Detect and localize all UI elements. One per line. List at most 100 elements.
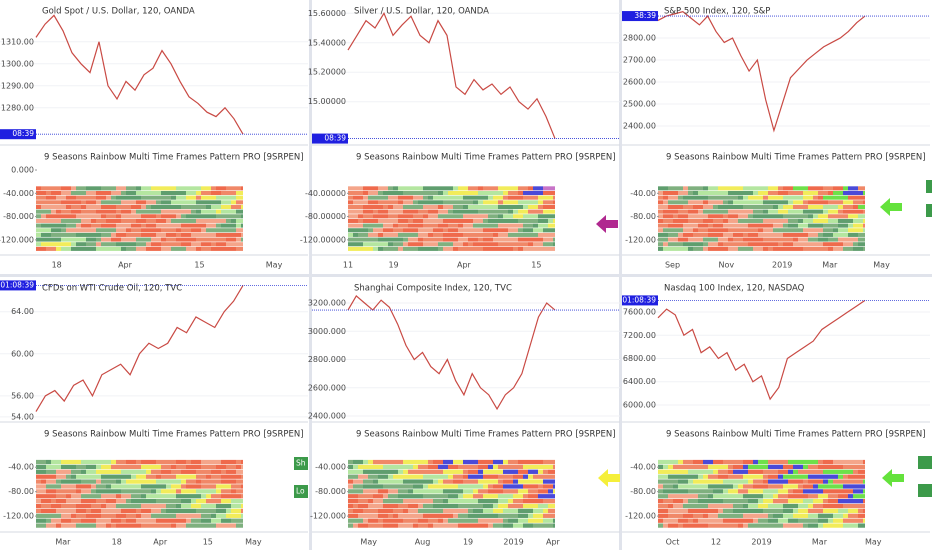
stripe [803,246,828,251]
stripe [221,489,231,494]
stripe [788,200,793,205]
stripe [858,204,865,210]
stripe [658,513,668,518]
stripe [181,503,191,509]
stripe [363,242,388,247]
indicator-tick-label: -40.00 [630,463,656,472]
stripe [423,484,428,489]
stripe [96,518,111,523]
stripe [156,489,161,494]
stripe [683,223,698,228]
stripe [111,190,121,196]
stripe [538,223,548,228]
stripe [368,190,378,196]
stripe [468,513,498,518]
stripe [463,214,488,219]
stripe [498,503,508,509]
stripe [813,214,818,219]
stripe [111,523,116,528]
stripe [748,523,783,528]
stripe [728,200,733,205]
stripe [668,503,673,509]
stripe [51,232,76,237]
stripe [51,518,61,523]
stripe [703,474,708,479]
stripe [116,499,126,504]
stripe [733,503,743,509]
stripe [518,489,528,494]
stripe [683,242,703,247]
x-tick-label: Oct [666,538,680,547]
stripe [458,186,468,191]
stripe [693,232,708,237]
stripe [668,523,678,528]
stripe [838,218,853,223]
stripe [161,200,171,205]
stripe [763,508,783,514]
stripe [348,518,363,523]
stripe [828,218,838,223]
stripe [463,479,478,484]
stripe [773,494,778,499]
stripe [36,479,41,484]
stripe [828,518,833,523]
stripe [398,513,423,518]
stripe [156,474,161,479]
stripe [788,218,798,223]
stripe [708,232,723,237]
stripe [798,503,808,509]
chart-title: Silver / U.S. Dollar, 120, OANDA [354,7,489,17]
stripe [843,186,848,191]
stripe [498,494,513,499]
stripe [348,464,353,470]
signal-button [294,457,308,470]
stripe [181,232,191,237]
stripe [216,464,226,470]
stripe [473,200,478,205]
stripe [783,204,793,210]
stripe [463,232,493,237]
stripe [373,228,383,233]
stripe [518,508,533,514]
chart-title: CFDs on WTI Crude Oil, 120, TVC [42,284,182,294]
stripe [226,242,243,247]
stripe [853,489,863,494]
x-tick-label: May [360,538,377,547]
stripe [768,513,773,518]
stripe [121,494,131,499]
indicator-tick-label: -120.00 [3,512,34,521]
stripe [783,474,808,479]
stripe [111,518,121,523]
stripe [181,489,196,494]
stripe [71,474,76,479]
stripe [443,508,468,514]
stripe [176,237,196,242]
stripe [181,228,191,233]
stripe [778,494,788,499]
stripe [518,459,543,465]
stripe [428,518,438,523]
stripe [36,523,46,528]
stripe [81,479,96,484]
stripe [201,464,216,470]
stripe [488,484,493,489]
stripe [823,469,853,474]
stripe [91,508,101,514]
stripe [493,459,503,465]
stripe [76,523,96,528]
stripe [368,499,373,504]
stripe [553,218,555,223]
stripe [678,214,688,219]
stripe [358,232,368,237]
stripe [181,214,186,219]
stripe [348,469,363,474]
stripe [453,513,458,518]
stripe [76,242,86,247]
stripe [843,204,853,210]
stripe [171,195,176,200]
stripe [81,499,96,504]
stripe [56,499,66,504]
stripe [753,214,783,219]
stripe [136,190,161,196]
stripe [523,214,538,219]
